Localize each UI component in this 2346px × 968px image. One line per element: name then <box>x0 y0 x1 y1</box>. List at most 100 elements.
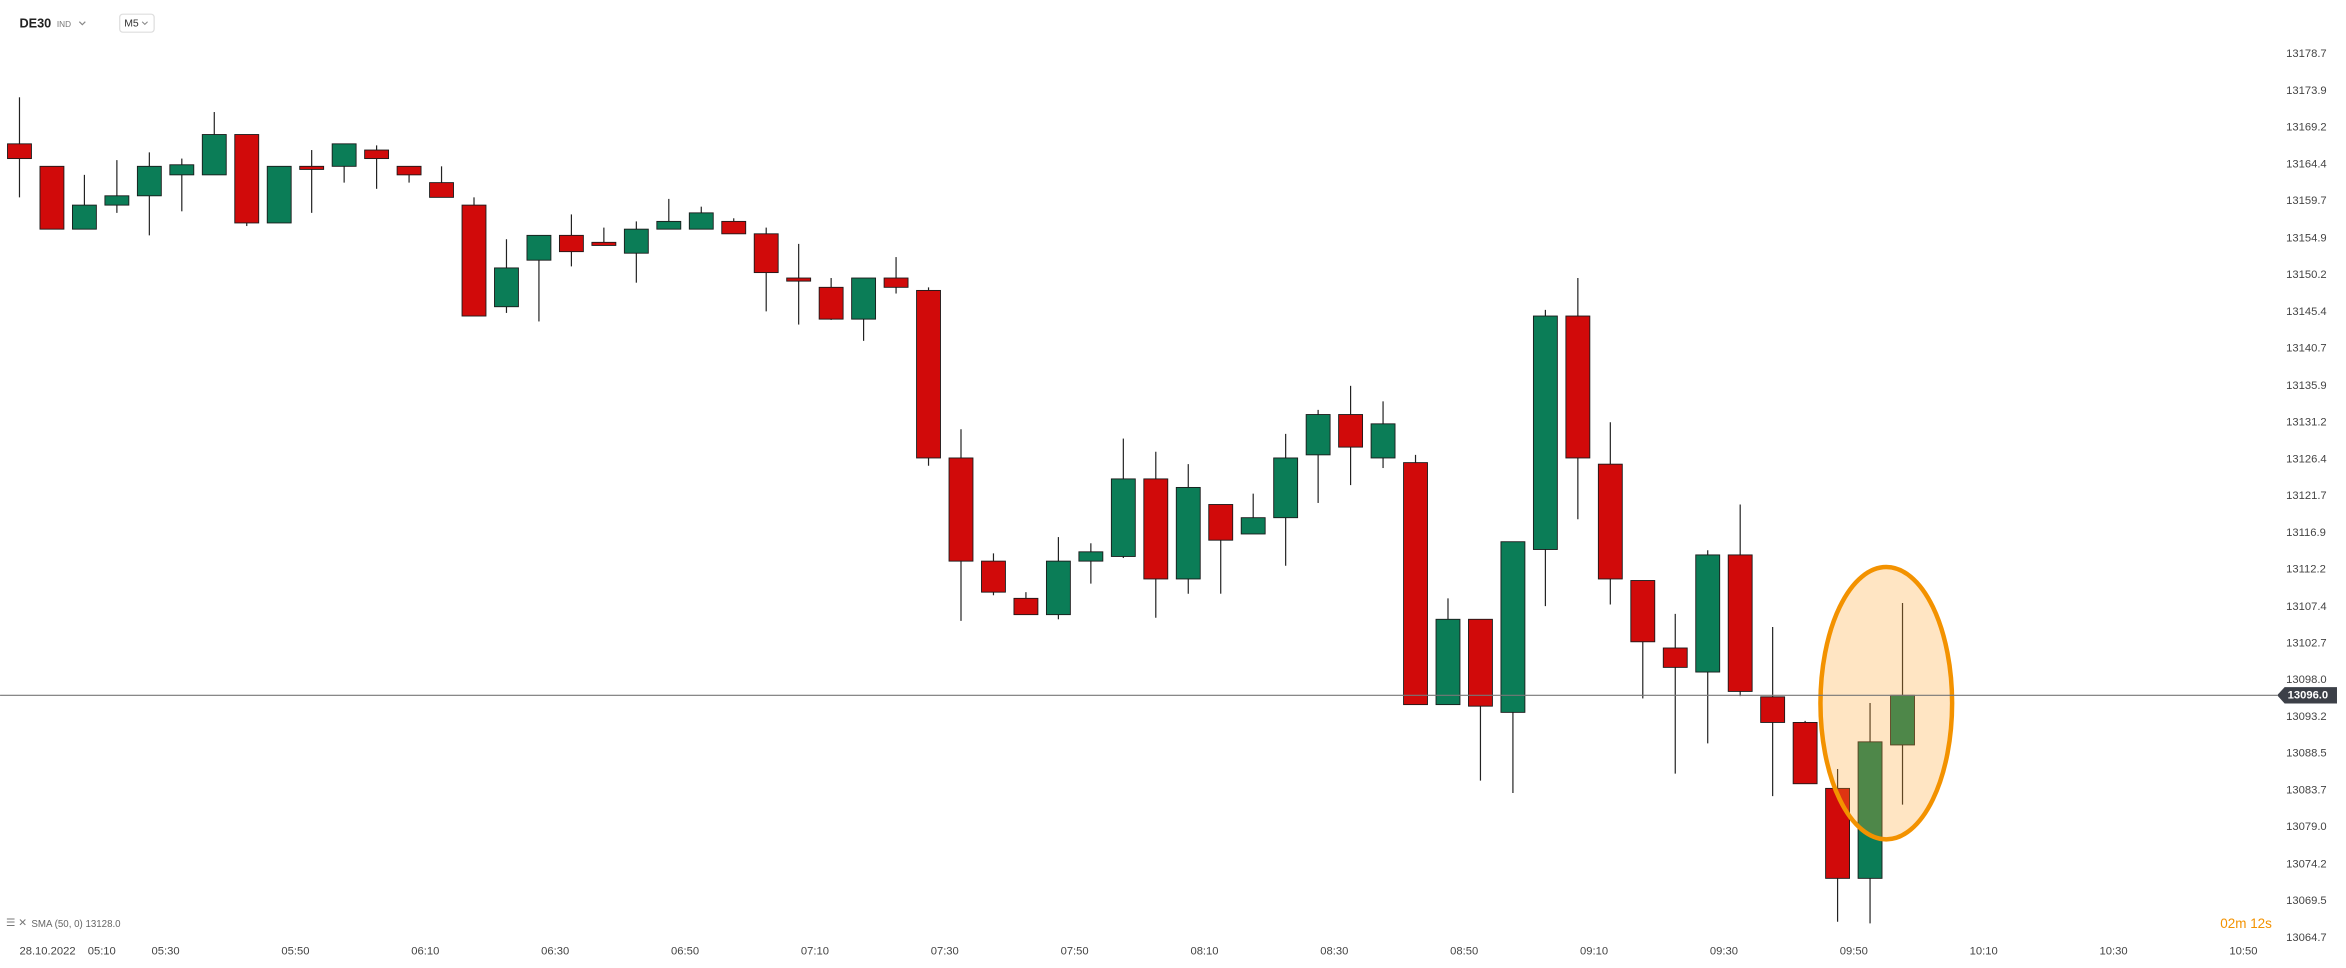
interval-label[interactable]: M5 <box>124 19 139 30</box>
candle-body <box>721 220 747 235</box>
candle-body <box>1403 462 1428 706</box>
x-tick-label: 05:30 <box>152 946 180 958</box>
candle-body <box>266 165 292 224</box>
x-tick-label: 07:30 <box>931 946 959 958</box>
candle-body <box>1370 423 1396 459</box>
candle-body <box>591 241 617 246</box>
x-axis-date: 28.10.2022 <box>19 946 75 958</box>
candle-body <box>1662 647 1688 668</box>
candle-body <box>916 289 941 459</box>
candle-body <box>851 277 877 320</box>
indicator-icons[interactable]: ☰ ✕ <box>6 918 27 929</box>
symbol-type: IND <box>57 20 71 29</box>
candle-body <box>1338 414 1364 448</box>
y-tick-label: 13116.9 <box>2286 527 2326 539</box>
candle-body <box>136 165 162 197</box>
x-tick-label: 10:30 <box>2100 946 2128 958</box>
y-tick-label: 13131.2 <box>2286 416 2327 428</box>
candle-body <box>656 220 682 230</box>
last-price-label: 13096.0 <box>2288 690 2329 702</box>
y-tick-label: 13064.7 <box>2286 932 2327 944</box>
y-tick-label: 13173.9 <box>2286 85 2327 97</box>
candle-body <box>1175 486 1201 580</box>
x-tick-label: 08:30 <box>1320 946 1348 958</box>
candle-body <box>1208 504 1234 541</box>
candle-body <box>1240 517 1266 535</box>
x-tick-label: 06:50 <box>671 946 699 958</box>
y-tick-label: 13112.2 <box>2286 564 2326 576</box>
candle-body <box>169 164 195 176</box>
candle-body <box>1273 457 1299 519</box>
candle-body <box>71 204 97 230</box>
candle-body <box>1305 414 1331 456</box>
candle-body <box>1565 315 1591 459</box>
candle-body <box>234 134 260 224</box>
y-tick-label: 13093.2 <box>2286 711 2327 723</box>
x-tick-label: 06:10 <box>411 946 439 958</box>
candle-body <box>201 134 227 176</box>
y-tick-label: 13164.4 <box>2286 159 2327 171</box>
candle-body <box>1143 478 1169 580</box>
y-tick-label: 13088.5 <box>2286 747 2327 759</box>
candle-body <box>1500 541 1526 713</box>
indicator-label: SMA (50, 0) 13128.0 <box>31 919 121 930</box>
x-tick-label: 08:50 <box>1450 946 1478 958</box>
countdown: 02m 12s <box>2220 916 2272 931</box>
y-tick-label: 13140.7 <box>2286 343 2327 355</box>
x-tick-label: 09:30 <box>1710 946 1738 958</box>
plot-area <box>7 97 1955 924</box>
y-tick-label: 13083.7 <box>2286 785 2327 797</box>
x-tick-label: 08:10 <box>1190 946 1218 958</box>
x-tick-label: 05:10 <box>88 946 116 958</box>
y-tick-label: 13169.2 <box>2286 122 2327 134</box>
candle-body <box>494 267 519 308</box>
candle-body <box>461 204 487 317</box>
candle-body <box>623 228 649 254</box>
candle-body <box>104 195 130 206</box>
candle-body <box>753 233 779 274</box>
y-tick-label: 13098.0 <box>2286 674 2327 686</box>
candle-body <box>299 165 325 170</box>
x-tick-label: 09:10 <box>1580 946 1608 958</box>
y-tick-label: 13107.4 <box>2286 601 2327 613</box>
y-tick-label: 13079.0 <box>2286 821 2327 833</box>
candle-body <box>396 165 422 176</box>
candle-body <box>1013 597 1039 616</box>
candle-body <box>981 560 1006 593</box>
y-tick-label: 13121.7 <box>2286 490 2327 502</box>
y-tick-label: 13150.2 <box>2286 269 2327 281</box>
y-tick-label: 13178.7 <box>2286 48 2327 60</box>
candle-body <box>1597 463 1623 580</box>
x-tick-label: 07:10 <box>801 946 829 958</box>
x-tick-label: 10:50 <box>2229 946 2257 958</box>
candle-body <box>1532 315 1558 550</box>
interval-chevron[interactable] <box>141 21 148 26</box>
candle-body <box>883 277 909 288</box>
candle-body <box>1727 554 1753 692</box>
x-tick-label: 10:10 <box>1970 946 1998 958</box>
x-tick-label: 06:30 <box>541 946 569 958</box>
symbol-chevron[interactable] <box>78 21 86 26</box>
x-tick-label: 05:50 <box>281 946 309 958</box>
candle-body <box>39 165 65 230</box>
candle-body <box>429 182 454 198</box>
candle-body <box>1045 560 1071 616</box>
candle-body <box>1857 741 1883 879</box>
candle-body <box>1792 722 1818 785</box>
y-tick-label: 13102.7 <box>2286 637 2327 649</box>
interval-selector[interactable] <box>119 13 155 33</box>
y-tick-label: 13069.5 <box>2286 895 2327 907</box>
y-tick-label: 13074.2 <box>2286 858 2327 870</box>
y-tick-label: 13126.4 <box>2286 453 2327 465</box>
candle-body <box>948 457 974 562</box>
candle-body <box>558 234 584 253</box>
candle-body <box>1630 580 1656 643</box>
candle-body <box>1078 551 1104 562</box>
candle-body <box>526 234 552 261</box>
x-tick-label: 09:50 <box>1840 946 1868 958</box>
symbol: DE30 <box>19 15 51 30</box>
x-tick-label: 07:50 <box>1061 946 1089 958</box>
candle-body <box>7 143 32 160</box>
candle-body <box>688 212 714 230</box>
